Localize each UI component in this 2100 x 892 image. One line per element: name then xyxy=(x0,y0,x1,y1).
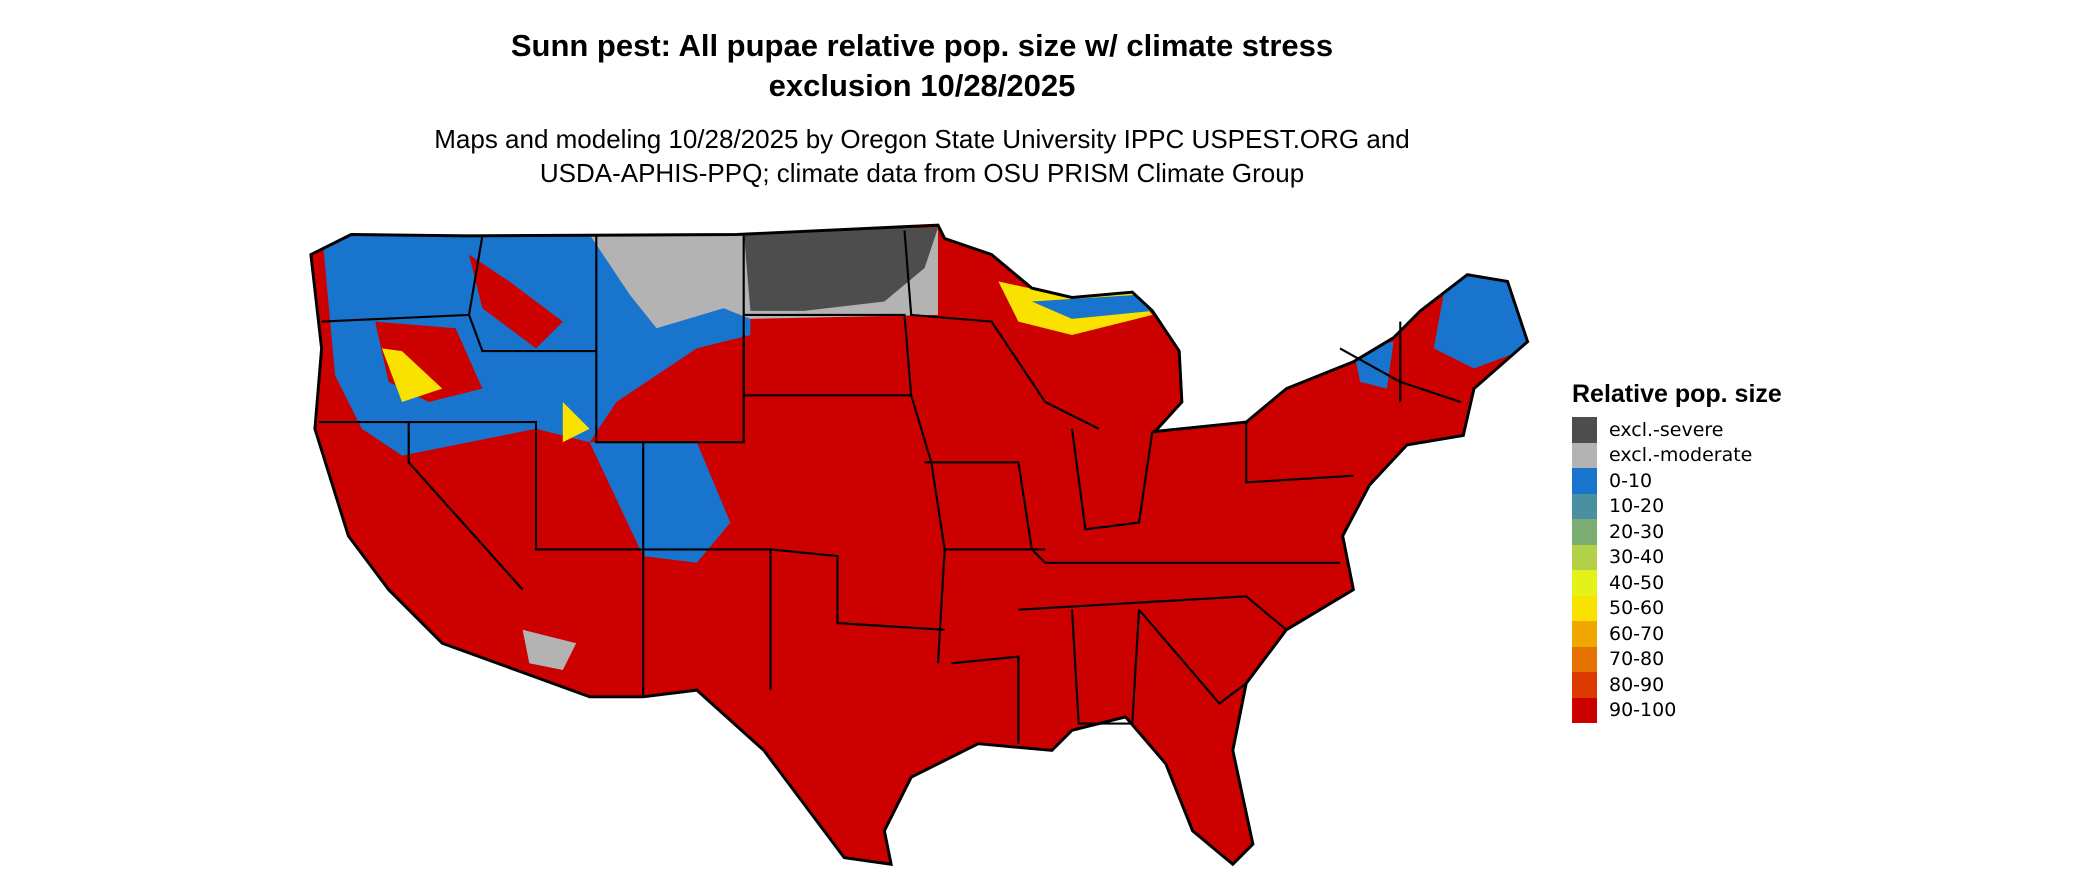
legend-swatch xyxy=(1572,570,1597,596)
map-title-line1: Sunn pest: All pupae relative pop. size … xyxy=(510,28,1334,63)
legend-item: 0-10 xyxy=(1572,468,1782,494)
legend-item: 80-90 xyxy=(1572,672,1782,698)
map-title-line2: exclusion 10/28/2025 xyxy=(768,68,1076,103)
legend-label: excl.-moderate xyxy=(1609,444,1753,467)
legend-item: 60-70 xyxy=(1572,621,1782,647)
legend-item: excl.-severe xyxy=(1572,417,1782,443)
legend-item: 10-20 xyxy=(1572,493,1782,519)
legend-swatch xyxy=(1572,621,1597,647)
legend-item: 70-80 xyxy=(1572,646,1782,672)
legend-label: 60-70 xyxy=(1609,622,1665,645)
legend-swatch xyxy=(1572,417,1597,443)
legend-label: 10-20 xyxy=(1609,495,1665,518)
legend-item: excl.-moderate xyxy=(1572,442,1782,468)
legend-swatch xyxy=(1572,697,1597,723)
legend-label: 70-80 xyxy=(1609,648,1665,671)
legend-label: 50-60 xyxy=(1609,597,1665,620)
legend-swatch xyxy=(1572,672,1597,698)
zone-50-60-patches xyxy=(381,348,590,443)
zone-0-10-maine xyxy=(1433,274,1528,369)
legend-title: Relative pop. size xyxy=(1572,380,1782,408)
legend-item: 20-30 xyxy=(1572,519,1782,545)
legend-item: 30-40 xyxy=(1572,544,1782,570)
legend-swatch xyxy=(1572,646,1597,672)
zone-0-10-up-michigan xyxy=(1031,294,1153,319)
legend-swatch xyxy=(1572,595,1597,621)
zone-90-100-idaho xyxy=(469,254,563,349)
legend-label: 80-90 xyxy=(1609,673,1665,696)
legend-label: 0-10 xyxy=(1609,469,1653,492)
zone-excl-moderate-southwest xyxy=(522,629,577,670)
zone-0-10-colorado xyxy=(589,442,731,563)
state-borders xyxy=(309,223,1530,866)
legend: Relative pop. size excl.-severe excl.-mod… xyxy=(1572,380,1782,723)
legend-label: excl.-severe xyxy=(1609,418,1724,441)
map-subtitle-line2: USDA-APHIS-PPQ; climate data from OSU PR… xyxy=(539,158,1305,188)
legend-item: 90-100 xyxy=(1572,697,1782,723)
legend-label: 30-40 xyxy=(1609,546,1665,569)
legend-item: 50-60 xyxy=(1572,595,1782,621)
legend-swatch xyxy=(1572,544,1597,570)
legend-swatch xyxy=(1572,519,1597,545)
zone-excl-severe xyxy=(743,227,938,311)
legend-label: 40-50 xyxy=(1609,571,1665,594)
map-subtitle-line1: Maps and modeling 10/28/2025 by Oregon S… xyxy=(434,124,1410,154)
legend-swatch xyxy=(1572,493,1597,519)
legend-item: 40-50 xyxy=(1572,570,1782,596)
legend-swatch xyxy=(1572,442,1597,468)
legend-swatch xyxy=(1572,468,1597,494)
legend-label: 20-30 xyxy=(1609,520,1665,543)
legend-label: 90-100 xyxy=(1609,699,1677,722)
